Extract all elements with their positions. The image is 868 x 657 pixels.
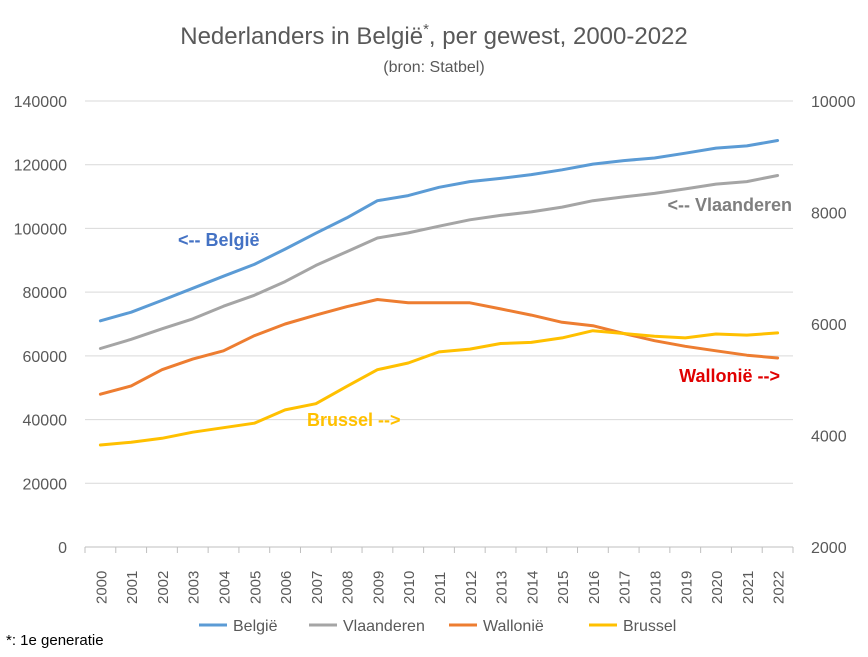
series-lines [98,139,780,447]
chart-title: Nederlanders in België*, per gewest, 200… [180,21,688,50]
y-left-tick-label: 40000 [23,413,68,430]
series-line-vlaanderen [98,174,780,350]
y-right-tick-label: 2000 [811,540,847,557]
x-tick-label: 2009 [370,571,387,604]
series-line-belgië [98,139,780,323]
y-right-tick-label: 4000 [811,429,847,446]
x-tick-label: 2001 [124,571,141,604]
y-left-tick-label: 20000 [23,476,68,493]
series-line-brussel [98,329,780,447]
x-tick-label: 2012 [463,571,480,604]
chart-title-rest: , per gewest, 2000-2022 [429,23,688,50]
annotations: <-- België <-- Vlaanderen Wallonië --> Brus… [178,195,792,430]
legend-label: Vlaanderen [343,618,425,635]
x-tick-label: 2018 [647,571,664,604]
x-tick-label: 2016 [586,571,603,604]
gridlines [85,100,793,484]
y-right-tick-label: 8000 [811,206,847,223]
x-tick-label: 2019 [678,571,695,604]
y-left-tick-label: 120000 [14,158,67,175]
chart-title-group: Nederlanders in België*, per gewest, 200… [180,21,688,76]
x-tick-label: 2015 [555,571,572,604]
annotation-label: <-- België [178,230,260,250]
x-tick-label: 2011 [432,572,449,604]
legend-label: Wallonië [483,618,544,635]
y-right-tick-label: 6000 [811,317,847,334]
series-line-wallonië [98,298,780,396]
x-tick-label: 2006 [278,571,295,604]
x-tick-label: 2003 [186,571,203,604]
x-tick-label: 2005 [247,571,264,604]
x-tick-label: 2013 [494,571,511,604]
footnote: *: 1e generatie [6,632,104,649]
legend: België Vlaanderen Wallonië Brussel [199,618,676,635]
chart-title-main: Nederlanders in België [180,23,423,50]
x-tick-label: 2020 [709,571,726,604]
x-tick-label: 2004 [217,571,234,604]
annotation-label: Brussel --> [307,410,401,430]
chart-subtitle: (bron: Statbel) [383,59,484,76]
y-left-tick-label: 100000 [14,221,67,238]
axes: 0 20000 40000 60000 80000 100000 120000 140000 2… [14,94,856,604]
x-tick-label: 2017 [617,571,634,604]
chart-title-superscript: * [423,21,429,38]
legend-label: België [233,618,278,635]
y-left-tick-label: 80000 [23,285,68,302]
y-left-tick-label: 0 [58,540,67,557]
legend-label: Brussel [623,618,676,635]
x-tick-label: 2014 [524,571,541,604]
y-right-tick-label: 10000 [811,94,856,111]
x-tick-label: 2010 [401,571,418,604]
annotation-label: Wallonië --> [679,366,780,386]
x-tick-label: 2008 [340,571,357,604]
x-tick-label: 2007 [309,571,326,604]
y-left-tick-label: 140000 [14,94,67,111]
x-tick-label: 2000 [93,571,110,604]
x-tick-label: 2002 [155,571,172,604]
x-tick-label: 2021 [740,571,757,604]
y-left-tick-label: 60000 [23,349,68,366]
x-tick-label: 2022 [771,571,788,604]
annotation-label: <-- Vlaanderen [667,195,792,215]
